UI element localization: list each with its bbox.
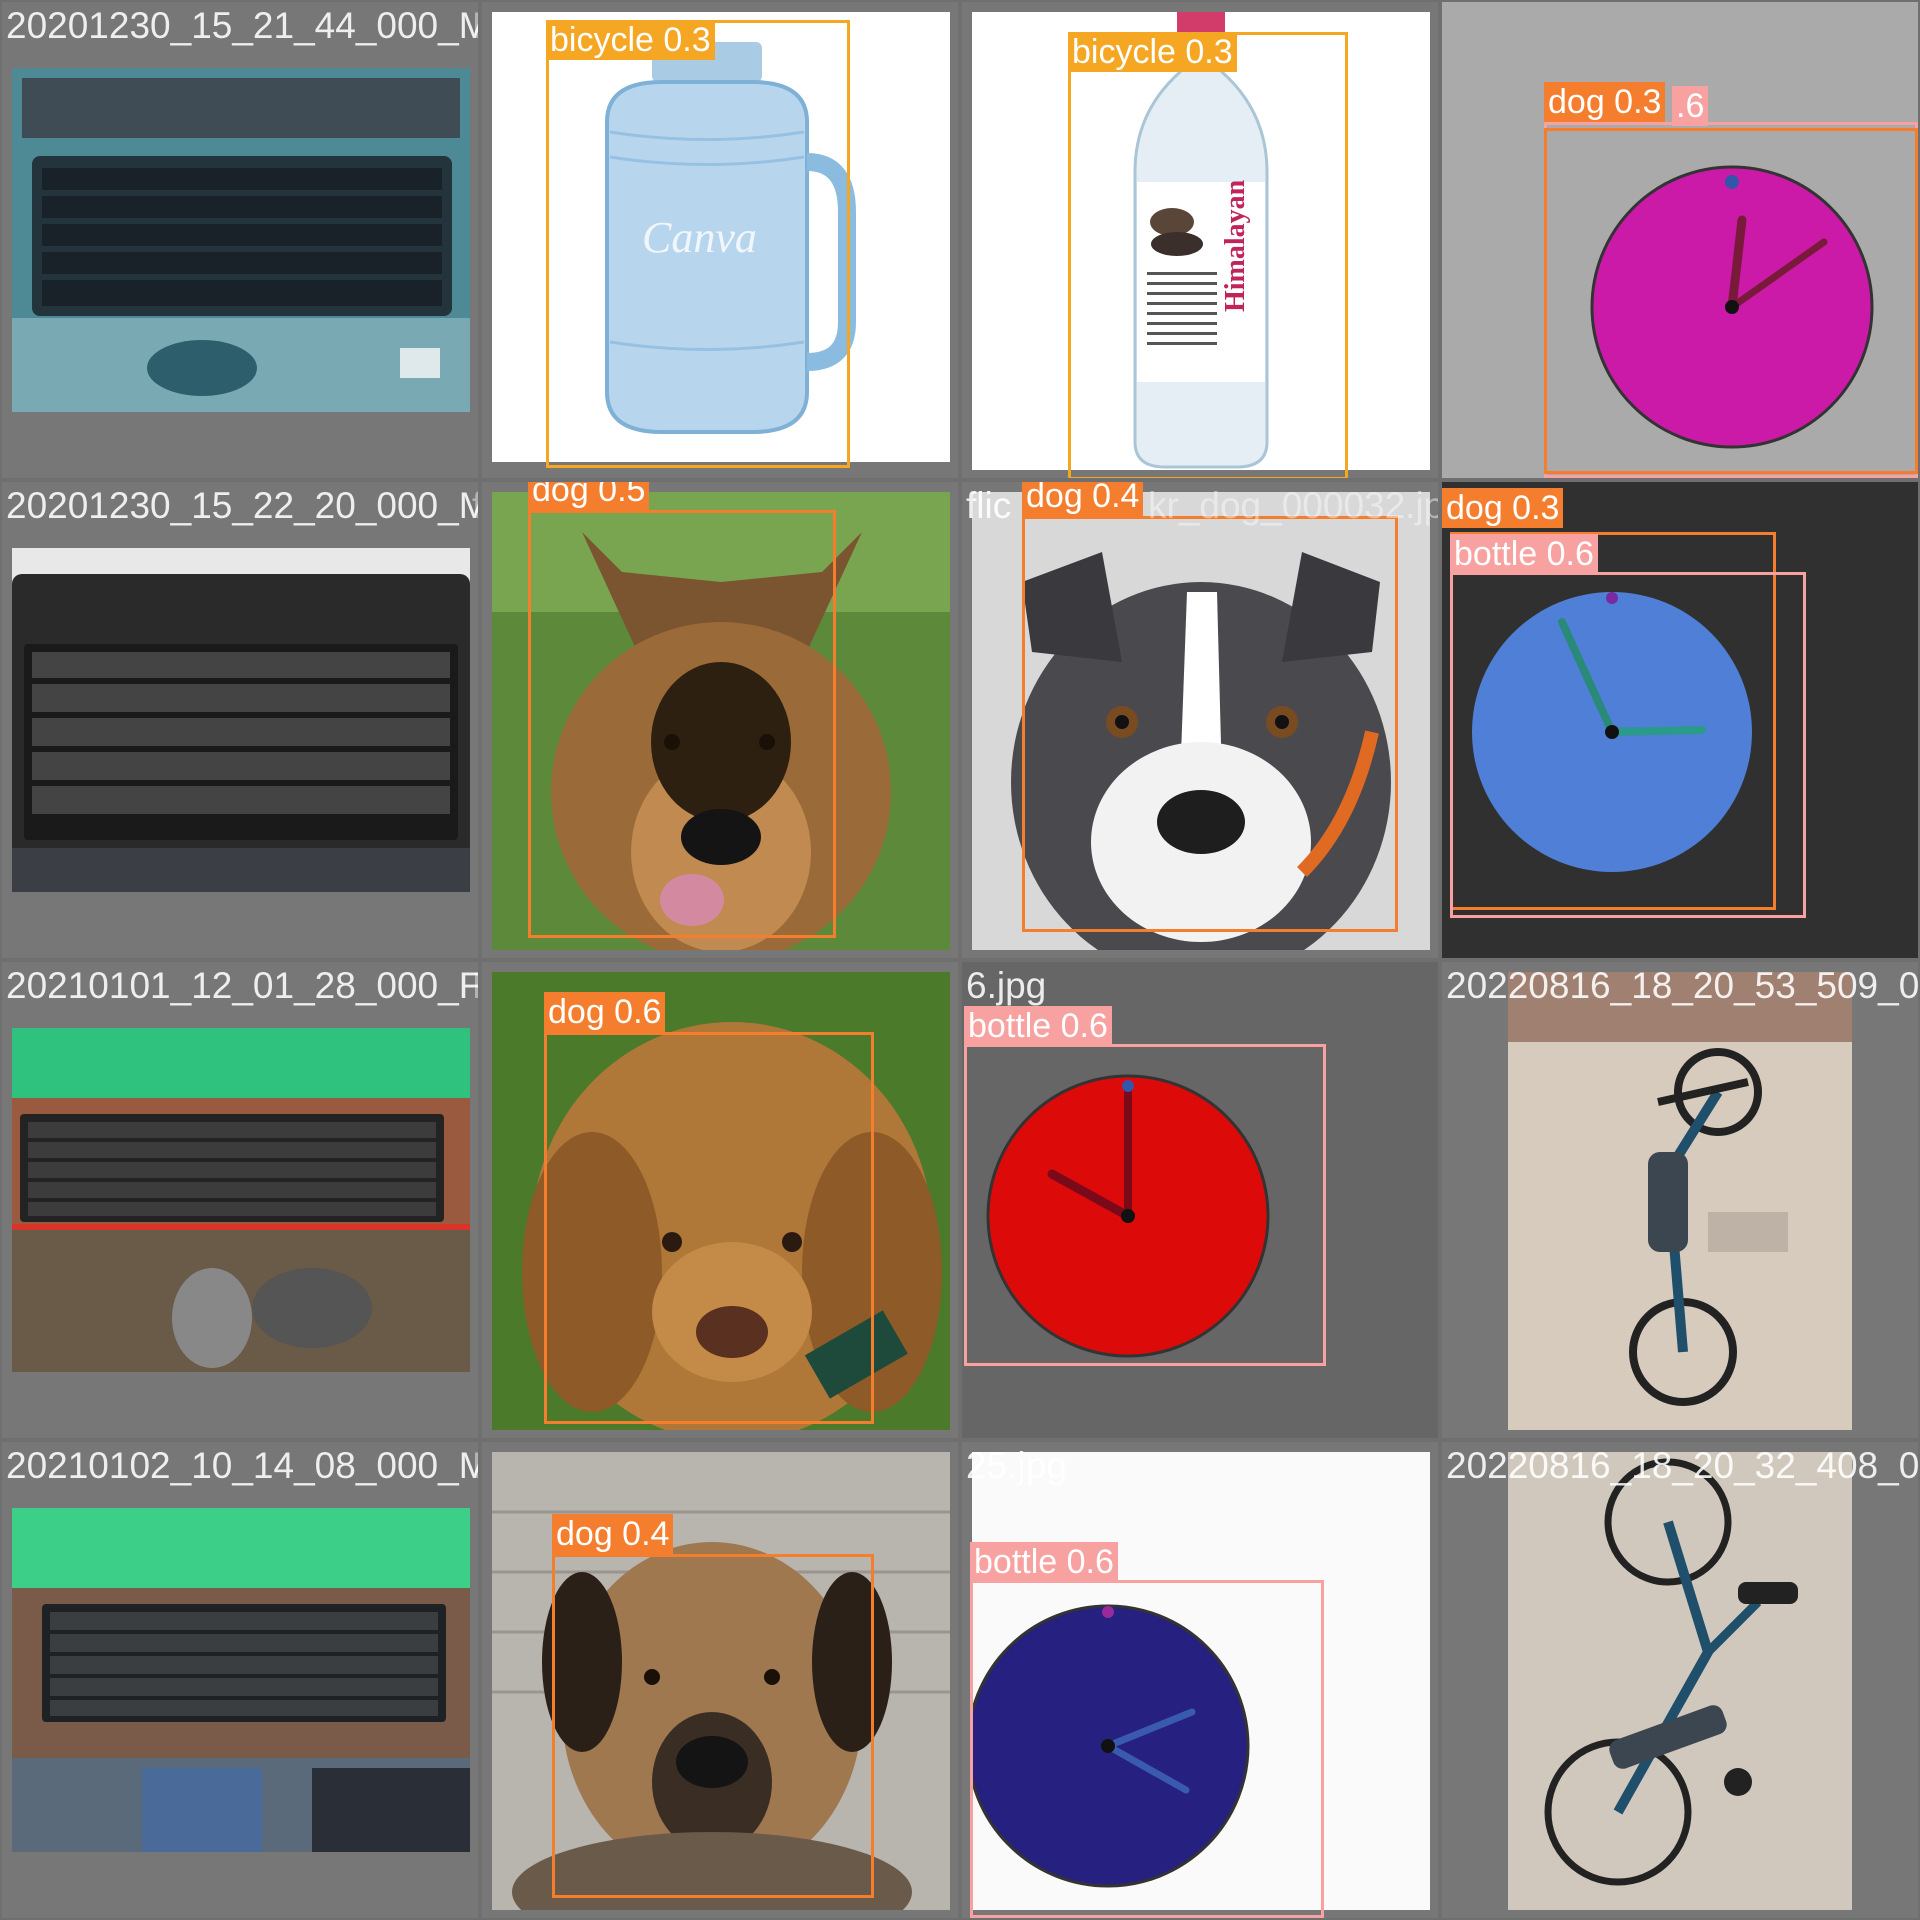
mosaic-tile: dog 0.4 xyxy=(482,1442,958,1918)
mosaic-tile: 20201230_15_21_44_000_M MrgVJrssT-hzwzle… xyxy=(2,2,478,478)
bicycle-standing-photo xyxy=(1508,972,1852,1430)
mosaic-tile: flic kr_dog_000032.jpg dog 0.4 xyxy=(962,482,1438,958)
detection-label: bottle 0.6 xyxy=(1450,534,1598,574)
pitbull-dog-photo xyxy=(972,492,1430,950)
detection-label: .6 xyxy=(1672,86,1709,126)
mosaic-tile: Himalayan bicycle 0.3 xyxy=(962,2,1438,478)
detection-box xyxy=(1450,572,1806,918)
mosaic-tile: 20220816_18_20_53_509_0 xyxy=(1442,962,1918,1438)
mosaic-tile: 20210102_10_14_08_000_M MDsgiDbR0000083P… xyxy=(2,1442,478,1918)
mosaic-tile: 25.jpg bottle 0.6 xyxy=(962,1442,1438,1918)
keyboard-green-photo xyxy=(12,1508,470,1852)
svg-text:Himalayan: Himalayan xyxy=(1220,179,1251,312)
mosaic-tile: dog 0.6 xyxy=(482,962,958,1438)
shepherd-dog-photo xyxy=(492,492,950,950)
pink-clock xyxy=(1442,2,1918,478)
keyboard-floor-photo xyxy=(12,1028,470,1372)
mosaic-tile: Canva bicycle 0.3 xyxy=(482,2,958,478)
detection-label: bicycle 0.3 xyxy=(546,20,715,60)
detection-box xyxy=(544,1032,874,1424)
bicycle-lying-photo xyxy=(1508,1452,1852,1910)
detection-label: bottle 0.6 xyxy=(964,1006,1112,1046)
detection-box xyxy=(552,1554,874,1898)
detection-label: dog 0.3 xyxy=(1544,82,1666,122)
overlapping-filename: MDsgiDbR0000083P7k.jpg xyxy=(472,1446,478,1486)
detection-label: bicycle 0.3 xyxy=(1068,32,1237,72)
mosaic-tile: 6.jpg bottle 0.6 xyxy=(962,962,1438,1438)
detection-label: dog 0.4 xyxy=(1022,482,1144,516)
detection-box xyxy=(970,1580,1324,1918)
keyboard-case-photo xyxy=(12,548,470,892)
mosaic-tile: 20210101_12_01_28_000_F FIDE8D0tno_10052… xyxy=(2,962,478,1438)
overlapping-filename: MrgVJrssT-hzwzlesent-rd0Kmrwa...rthbyISL… xyxy=(472,6,478,46)
image-filename: 20210101_12_01_28_000_F xyxy=(6,965,478,1006)
mosaic-tile: 20220816_18_20_32_408_0 xyxy=(1442,1442,1918,1918)
mosaic-tile: dog 0.5 xyxy=(482,482,958,958)
image-filename: 20201230_15_21_44_000_M xyxy=(6,5,478,46)
overlapping-filename: flbg_vcdg_b0t0229.jpg xyxy=(472,485,478,526)
mosaic-tile: bottle 0.6 dog 0.3 xyxy=(1442,482,1918,958)
image-filename: 20210102_10_14_08_000_M xyxy=(6,1445,478,1486)
mosaic-tile: .6 dog 0.3 xyxy=(1442,2,1918,478)
overlapping-filename: FIDE8D0tno_10052Nj3Zd.jpg xyxy=(472,966,478,1006)
detection-box xyxy=(528,510,836,938)
detection-box xyxy=(1544,128,1918,474)
detection-box xyxy=(1068,32,1348,478)
mosaic-tile: 20201230_15_22_20_000_M flbg_vcdg_b0t022… xyxy=(2,482,478,958)
laptop-photo xyxy=(12,68,470,412)
detection-label: bottle 0.6 xyxy=(970,1542,1118,1582)
detection-box xyxy=(1022,516,1398,932)
detection-label: dog 0.4 xyxy=(552,1514,674,1554)
navy-clock xyxy=(972,1452,1430,1910)
water-bottle-photo: Himalayan xyxy=(972,12,1430,470)
detection-label: dog 0.3 xyxy=(1442,488,1564,528)
detection-label: dog 0.5 xyxy=(528,482,650,510)
detection-box xyxy=(964,1044,1326,1366)
svg-text:Canva: Canva xyxy=(642,213,757,262)
detection-box xyxy=(546,20,850,468)
image-filename: 20201230_15_22_20_000_M xyxy=(6,485,478,526)
detection-label: dog 0.6 xyxy=(544,992,666,1032)
